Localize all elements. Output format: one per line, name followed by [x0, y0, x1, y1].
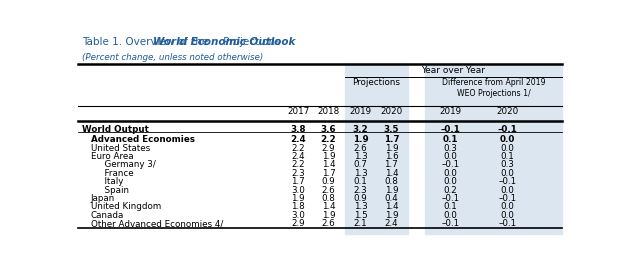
Text: United Kingdom: United Kingdom — [90, 202, 161, 211]
Text: 3.8: 3.8 — [290, 125, 306, 134]
Text: 1.9: 1.9 — [322, 152, 335, 161]
Text: Projections: Projections — [353, 78, 401, 87]
Text: 2.6: 2.6 — [354, 144, 368, 153]
Text: 1.9: 1.9 — [353, 135, 368, 144]
Text: (Percent change, unless noted otherwise): (Percent change, unless noted otherwise) — [82, 53, 263, 62]
Text: 2020: 2020 — [380, 107, 402, 116]
Text: 2.2: 2.2 — [321, 135, 336, 144]
Text: 1.3: 1.3 — [354, 152, 368, 161]
Text: 2020: 2020 — [496, 107, 519, 116]
Text: 1.9: 1.9 — [384, 186, 398, 195]
Text: 3.6: 3.6 — [321, 125, 336, 134]
Text: 1.5: 1.5 — [354, 211, 368, 220]
Text: 0.0: 0.0 — [500, 211, 514, 220]
Text: 1.8: 1.8 — [291, 202, 305, 211]
Text: 2.9: 2.9 — [291, 219, 305, 228]
Text: 1.4: 1.4 — [384, 169, 398, 178]
Text: –0.1: –0.1 — [497, 125, 517, 134]
Text: 2018: 2018 — [318, 107, 339, 116]
Text: 1.3: 1.3 — [354, 169, 368, 178]
Text: 1.4: 1.4 — [384, 202, 398, 211]
Text: Spain: Spain — [99, 186, 129, 195]
Text: Year over Year: Year over Year — [421, 66, 485, 75]
Text: Table 1. Overview of the: Table 1. Overview of the — [82, 37, 212, 47]
Text: 0.2: 0.2 — [444, 186, 457, 195]
Text: 1.9: 1.9 — [384, 144, 398, 153]
Text: –0.1: –0.1 — [441, 160, 459, 169]
Text: 2.6: 2.6 — [322, 186, 335, 195]
Text: 3.0: 3.0 — [291, 211, 305, 220]
Text: 2.3: 2.3 — [354, 186, 368, 195]
Text: 0.0: 0.0 — [444, 152, 457, 161]
Text: 0.1: 0.1 — [444, 202, 457, 211]
Text: 0.0: 0.0 — [500, 135, 515, 144]
Text: 2.4: 2.4 — [291, 152, 305, 161]
Text: 1.7: 1.7 — [384, 135, 399, 144]
Text: –0.1: –0.1 — [499, 194, 517, 203]
Text: –0.1: –0.1 — [441, 219, 459, 228]
Text: 3.2: 3.2 — [353, 125, 368, 134]
Text: 0.3: 0.3 — [444, 144, 457, 153]
Text: 2.4: 2.4 — [384, 219, 398, 228]
Text: 2.2: 2.2 — [291, 160, 305, 169]
Text: 1.7: 1.7 — [384, 160, 398, 169]
Text: 1.4: 1.4 — [322, 202, 335, 211]
Text: 2.3: 2.3 — [291, 169, 305, 178]
Text: –0.1: –0.1 — [441, 125, 461, 134]
Text: 2.1: 2.1 — [354, 219, 368, 228]
Text: 0.8: 0.8 — [384, 177, 398, 186]
Text: 0.7: 0.7 — [353, 160, 368, 169]
Text: 1.4: 1.4 — [322, 160, 335, 169]
Text: Germany 3/: Germany 3/ — [99, 160, 156, 169]
Text: 2.4: 2.4 — [290, 135, 306, 144]
Text: Advanced Economies: Advanced Economies — [90, 135, 195, 144]
Text: Euro Area: Euro Area — [90, 152, 133, 161]
Text: 1.9: 1.9 — [291, 194, 305, 203]
Text: 0.0: 0.0 — [500, 186, 514, 195]
Text: 1.7: 1.7 — [291, 177, 305, 186]
Text: –0.1: –0.1 — [499, 177, 517, 186]
Text: 0.0: 0.0 — [444, 169, 457, 178]
Text: United States: United States — [90, 144, 150, 153]
Text: –0.1: –0.1 — [441, 194, 459, 203]
Text: Japan: Japan — [90, 194, 115, 203]
Text: World Economic Outlook: World Economic Outlook — [154, 37, 296, 47]
Text: 3.5: 3.5 — [384, 125, 399, 134]
Text: 2019: 2019 — [439, 107, 461, 116]
Text: 2019: 2019 — [349, 107, 371, 116]
Text: Difference from April 2019
WEO Projections 1/: Difference from April 2019 WEO Projectio… — [442, 78, 545, 98]
Text: 0.8: 0.8 — [321, 194, 336, 203]
Text: 0.9: 0.9 — [354, 194, 368, 203]
Text: Canada: Canada — [90, 211, 124, 220]
Text: 0.4: 0.4 — [384, 194, 398, 203]
Text: 0.0: 0.0 — [444, 177, 457, 186]
Text: 0.1: 0.1 — [354, 177, 368, 186]
Text: 3.0: 3.0 — [291, 186, 305, 195]
Text: 0.9: 0.9 — [321, 177, 335, 186]
Text: Italy: Italy — [99, 177, 124, 186]
Text: 0.3: 0.3 — [500, 160, 514, 169]
Text: Projections: Projections — [220, 37, 281, 47]
Text: 2.9: 2.9 — [322, 144, 335, 153]
Text: 0.0: 0.0 — [500, 202, 514, 211]
Text: 2.2: 2.2 — [291, 144, 305, 153]
Text: 1.9: 1.9 — [384, 211, 398, 220]
Text: 0.0: 0.0 — [500, 144, 514, 153]
Text: 2017: 2017 — [287, 107, 309, 116]
Text: 1.3: 1.3 — [354, 202, 368, 211]
Text: 0.0: 0.0 — [444, 211, 457, 220]
Text: 1.6: 1.6 — [384, 152, 398, 161]
Text: 1.9: 1.9 — [322, 211, 335, 220]
Text: 1.7: 1.7 — [321, 169, 335, 178]
Text: 0.0: 0.0 — [500, 169, 514, 178]
Text: –0.1: –0.1 — [499, 219, 517, 228]
Text: World Output: World Output — [82, 125, 149, 134]
Text: Other Advanced Economies 4/: Other Advanced Economies 4/ — [90, 219, 223, 228]
Text: 0.1: 0.1 — [442, 135, 458, 144]
Text: 2.6: 2.6 — [322, 219, 335, 228]
Text: France: France — [99, 169, 134, 178]
Text: 0.1: 0.1 — [500, 152, 514, 161]
